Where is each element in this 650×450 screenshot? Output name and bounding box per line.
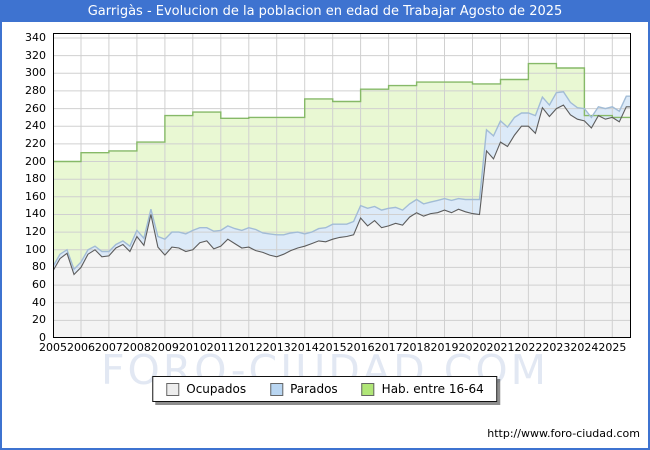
y-tick-label: 220 — [25, 136, 46, 150]
y-tick-label: 180 — [25, 172, 46, 186]
chart-title: Garrigàs - Evolucion de la poblacion en … — [87, 3, 563, 19]
window-border-right — [648, 22, 650, 450]
legend-item-ocupados: Ocupados — [166, 382, 246, 396]
y-tick-label: 120 — [25, 225, 46, 239]
x-tick-label: 2024 — [570, 341, 599, 354]
y-tick-label: 300 — [25, 66, 46, 80]
x-tick-label: 2009 — [150, 341, 179, 354]
legend-item-parados: Parados — [270, 382, 338, 396]
parados-swatch — [270, 382, 284, 396]
x-tick-label: 2019 — [430, 341, 459, 354]
y-tick-label: 240 — [25, 119, 46, 133]
y-tick-label: 280 — [25, 83, 46, 97]
x-tick-label: 2008 — [122, 341, 151, 354]
legend-label-hab: Hab. entre 16-64 — [381, 382, 484, 396]
chart-plot-area — [53, 33, 631, 338]
y-tick-label: 260 — [25, 101, 46, 115]
y-tick-label: 60 — [32, 278, 46, 292]
title-bar: Garrigàs - Evolucion de la poblacion en … — [0, 0, 650, 22]
x-tick-label: 2010 — [178, 341, 207, 354]
x-tick-label: 2015 — [318, 341, 347, 354]
x-tick-label: 2016 — [346, 341, 375, 354]
window-border-bottom — [0, 448, 650, 450]
x-tick-label: 2011 — [206, 341, 235, 354]
legend-label-ocupados: Ocupados — [186, 382, 247, 396]
x-tick-label: 2012 — [234, 341, 263, 354]
hab-swatch — [361, 382, 375, 396]
legend-label-parados: Parados — [290, 382, 338, 396]
x-tick-label: 2025 — [598, 341, 627, 354]
y-tick-label: 20 — [32, 313, 46, 327]
y-tick-label: 80 — [32, 260, 46, 274]
x-tick-label: 2018 — [402, 341, 431, 354]
y-tick-label: 340 — [25, 31, 46, 44]
window-border-left — [0, 22, 2, 450]
y-tick-label: 0 — [39, 331, 46, 344]
x-tick-label: 2007 — [94, 341, 123, 354]
x-tick-label: 2005 — [39, 341, 67, 354]
x-tick-label: 2013 — [262, 341, 291, 354]
x-tick-label: 2006 — [66, 341, 95, 354]
x-tick-label: 2020 — [458, 341, 487, 354]
chart-canvas — [53, 33, 631, 338]
y-tick-label: 100 — [25, 242, 46, 256]
legend-box: Ocupados Parados Hab. entre 16-64 — [152, 376, 498, 402]
footer-url: http://www.foro-ciudad.com — [487, 427, 640, 440]
legend-item-hab: Hab. entre 16-64 — [361, 382, 484, 396]
y-tick-label: 200 — [25, 154, 46, 168]
x-tick-label: 2022 — [514, 341, 543, 354]
x-tick-label: 2014 — [290, 341, 319, 354]
y-tick-label: 320 — [25, 48, 46, 62]
x-tick-label: 2023 — [542, 341, 571, 354]
x-tick-label: 2021 — [486, 341, 515, 354]
x-tick-label: 2017 — [374, 341, 403, 354]
y-tick-label: 40 — [32, 295, 46, 309]
y-tick-label: 160 — [25, 189, 46, 203]
ocupados-swatch — [166, 382, 180, 396]
y-tick-label: 140 — [25, 207, 46, 221]
